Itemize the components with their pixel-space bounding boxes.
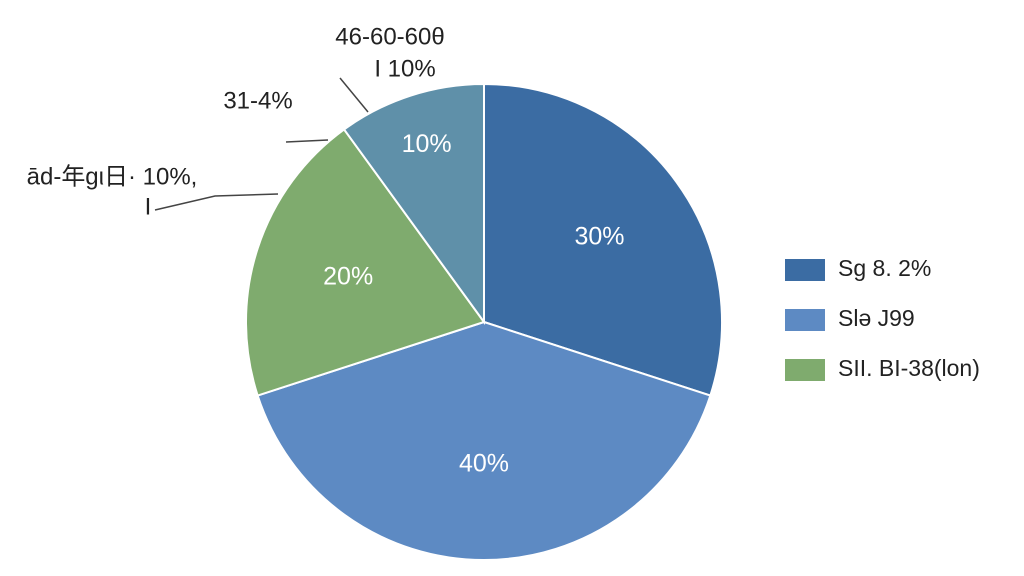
legend-swatch [785, 359, 825, 381]
legend-swatch [785, 259, 825, 281]
slice-label: 10% [402, 130, 452, 158]
leader-line [285, 139, 329, 143]
slice-label: 30% [575, 223, 625, 251]
pie-slice [245, 128, 486, 397]
leader-line [154, 193, 279, 211]
legend-label: SΙΙ. BI-38(lon) [838, 355, 980, 381]
annotation: 46-60-60θ [335, 23, 444, 50]
legend-swatch [785, 309, 825, 331]
legend-label: Slə J99 [838, 305, 915, 331]
pie-slice [256, 320, 712, 561]
annotation: I 10% [374, 55, 435, 82]
slice-label: 20% [323, 262, 373, 290]
annotation: ād-年gι日· 10%, [27, 163, 198, 190]
slice-label: 40% [459, 449, 509, 477]
pie-slice [342, 82, 485, 326]
leader-line [339, 77, 369, 113]
annotation: 31-4% [223, 87, 292, 114]
pie-slice [483, 82, 723, 397]
legend-label: Sg 8. 2% [838, 255, 931, 281]
annotation: I [145, 193, 152, 220]
